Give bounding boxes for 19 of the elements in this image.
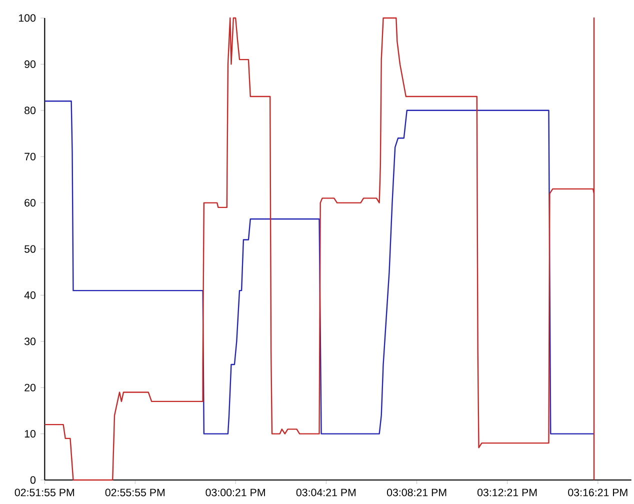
y-tick-label: 60 <box>24 199 36 207</box>
y-tick-label: 70 <box>24 152 36 160</box>
y-tick-label: 50 <box>24 245 36 253</box>
y-tick-label: 30 <box>24 338 36 346</box>
x-tick-label: 03:12:21 PM <box>477 488 537 496</box>
y-tick-label: 40 <box>24 291 36 299</box>
y-tick-label: 10 <box>24 430 36 438</box>
y-tick-label: 80 <box>24 106 36 114</box>
line-series <box>44 100 595 434</box>
x-tick-label: 03:16:21 PM <box>568 488 628 496</box>
x-tick-label: 03:00:21 PM <box>206 488 265 496</box>
x-tick-label: 03:04:21 PM <box>296 488 356 496</box>
x-tick-label: 03:08:21 PM <box>386 488 446 496</box>
y-tick-label: 20 <box>24 384 36 392</box>
y-tick-label: 0 <box>30 476 36 484</box>
x-tick-label: 02:51:55 PM <box>14 488 74 496</box>
x-tick-label: 02:55:55 PM <box>105 488 165 496</box>
y-tick-label: 100 <box>18 14 36 22</box>
y-tick-label: 90 <box>24 60 36 68</box>
